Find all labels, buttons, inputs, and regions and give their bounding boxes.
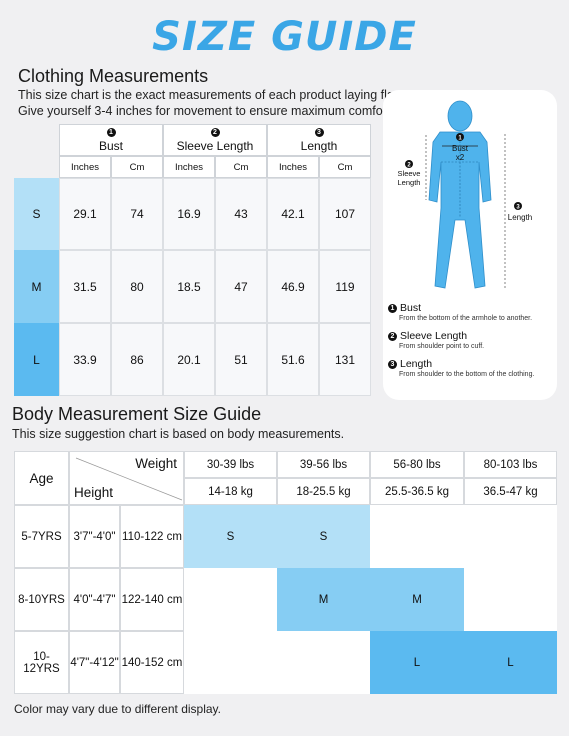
unit-header: Inches xyxy=(163,156,215,178)
col-group-sleeve: 2 Sleeve Length xyxy=(163,124,267,156)
col-group-label: Sleeve Length xyxy=(176,138,254,153)
col-group-label: Bust xyxy=(98,138,123,153)
size-cell: L xyxy=(464,631,557,694)
age-cell: 5-7YRS xyxy=(14,505,69,568)
suit-figure: 1 2 3 Bust x2 Sleeve Length Length xyxy=(398,100,532,289)
size-cell: S xyxy=(277,505,370,568)
height-ft-cell: 3'7"-4'0" xyxy=(69,505,120,568)
table-cell: 131 xyxy=(319,323,371,396)
weight-lbs: 56-80 lbs xyxy=(370,451,464,478)
legend-title: Length xyxy=(400,358,433,370)
weight-height-header: Weight Height xyxy=(69,451,184,505)
footer-note: Color may vary due to different display. xyxy=(14,702,221,716)
empty-cell xyxy=(464,568,557,631)
legend-item: 1 Bust From the bottom of the armhole to … xyxy=(388,302,558,322)
size-cell: M xyxy=(370,568,464,631)
size-label-s: S xyxy=(14,178,59,250)
size-cell: S xyxy=(184,505,277,568)
legend-item: 3 Length From shoulder to the bottom of t… xyxy=(388,358,558,378)
body-size-table: Age Weight Height 30-39 lbs 39-56 lbs 56… xyxy=(14,451,557,694)
col-group-bust: 1 Bust xyxy=(59,124,163,156)
sleeve-label-2: Length xyxy=(398,178,421,187)
length-label: Length xyxy=(508,213,532,222)
size-label-l: L xyxy=(14,323,59,396)
page-title: SIZE GUIDE xyxy=(152,14,417,60)
table-cell: 42.1 xyxy=(267,178,319,250)
col-group-label: Length xyxy=(300,138,338,153)
empty-cell xyxy=(184,568,277,631)
empty-cell xyxy=(184,631,370,694)
weight-lbs: 80-103 lbs xyxy=(464,451,557,478)
number-badge: 2 xyxy=(210,127,220,137)
body-heading: Body Measurement Size Guide xyxy=(12,404,262,424)
weight-kg: 25.5-36.5 kg xyxy=(370,478,464,505)
table-cell: 107 xyxy=(319,178,371,250)
measurement-diagram-panel: 1 2 3 Bust x2 Sleeve Length Length 1 Bust… xyxy=(383,90,557,400)
height-ft-cell: 4'7"-4'12" xyxy=(69,631,120,694)
legend-title: Sleeve Length xyxy=(400,330,468,342)
bust-multiplier: x2 xyxy=(456,153,465,162)
legend-desc: From the bottom of the armhole to anothe… xyxy=(399,315,533,322)
bust-number: 1 xyxy=(458,136,462,142)
size-label-m: M xyxy=(14,250,59,323)
table-cell: 33.9 xyxy=(59,323,111,396)
legend-desc: From shoulder to the bottom of the cloth… xyxy=(399,371,535,378)
height-cm-cell: 122-140 cm xyxy=(120,568,184,631)
bust-label: Bust xyxy=(452,144,469,153)
clothing-desc-2: Give yourself 3-4 inches for movement to… xyxy=(18,104,394,118)
weight-lbs: 30-39 lbs xyxy=(184,451,277,478)
legend-title: Bust xyxy=(400,302,422,314)
unit-header: Cm xyxy=(319,156,371,178)
table-cell: 46.9 xyxy=(267,250,319,323)
table-cell: 86 xyxy=(111,323,163,396)
age-cell: 8-10YRS xyxy=(14,568,69,631)
table-cell: 119 xyxy=(319,250,371,323)
table-cell: 80 xyxy=(111,250,163,323)
table-cell: 31.5 xyxy=(59,250,111,323)
unit-header: Inches xyxy=(59,156,111,178)
number-badge: 3 xyxy=(314,127,324,137)
table-cell: 51.6 xyxy=(267,323,319,396)
size-cell: L xyxy=(370,631,464,694)
number-badge: 3 xyxy=(388,359,397,369)
unit-header: Cm xyxy=(215,156,267,178)
col-group-length: 3 Length xyxy=(267,124,371,156)
number-badge: 1 xyxy=(106,127,116,137)
clothing-desc-1: This size chart is the exact measurement… xyxy=(18,88,401,102)
body-desc: This size suggestion chart is based on b… xyxy=(12,427,345,441)
number-badge: 1 xyxy=(388,303,397,313)
table-cell: 29.1 xyxy=(59,178,111,250)
weight-header: Weight xyxy=(135,456,177,471)
sleeve-number: 2 xyxy=(407,163,411,169)
legend-item: 2 Sleeve Length From shoulder point to cu… xyxy=(388,330,558,350)
table-cell: 18.5 xyxy=(163,250,215,323)
unit-header: Cm xyxy=(111,156,163,178)
clothing-heading: Clothing Measurements xyxy=(18,66,209,86)
legend-desc: From shoulder point to cuff. xyxy=(399,343,485,350)
height-cm-cell: 110-122 cm xyxy=(120,505,184,568)
weight-lbs: 39-56 lbs xyxy=(277,451,370,478)
height-ft-cell: 4'0"-4'7" xyxy=(69,568,120,631)
age-cell: 10-12YRS xyxy=(14,631,69,694)
unit-header: Inches xyxy=(267,156,319,178)
table-cell: 16.9 xyxy=(163,178,215,250)
height-header: Height xyxy=(74,485,114,500)
diagonal-divider xyxy=(75,457,183,501)
table-cell: 51 xyxy=(215,323,267,396)
weight-kg: 18-25.5 kg xyxy=(277,478,370,505)
number-badge: 2 xyxy=(388,331,397,341)
table-cell: 74 xyxy=(111,178,163,250)
weight-kg: 14-18 kg xyxy=(184,478,277,505)
clothing-table: 1 Bust 2 Sleeve Length 3 Length Inches C… xyxy=(14,124,371,396)
height-cm-cell: 140-152 cm xyxy=(120,631,184,694)
sleeve-label-1: Sleeve xyxy=(398,169,421,178)
size-cell: M xyxy=(277,568,370,631)
length-number: 3 xyxy=(516,205,520,211)
weight-kg: 36.5-47 kg xyxy=(464,478,557,505)
empty-cell xyxy=(370,505,557,568)
age-header: Age xyxy=(14,451,69,505)
table-cell: 43 xyxy=(215,178,267,250)
table-cell: 20.1 xyxy=(163,323,215,396)
table-cell: 47 xyxy=(215,250,267,323)
